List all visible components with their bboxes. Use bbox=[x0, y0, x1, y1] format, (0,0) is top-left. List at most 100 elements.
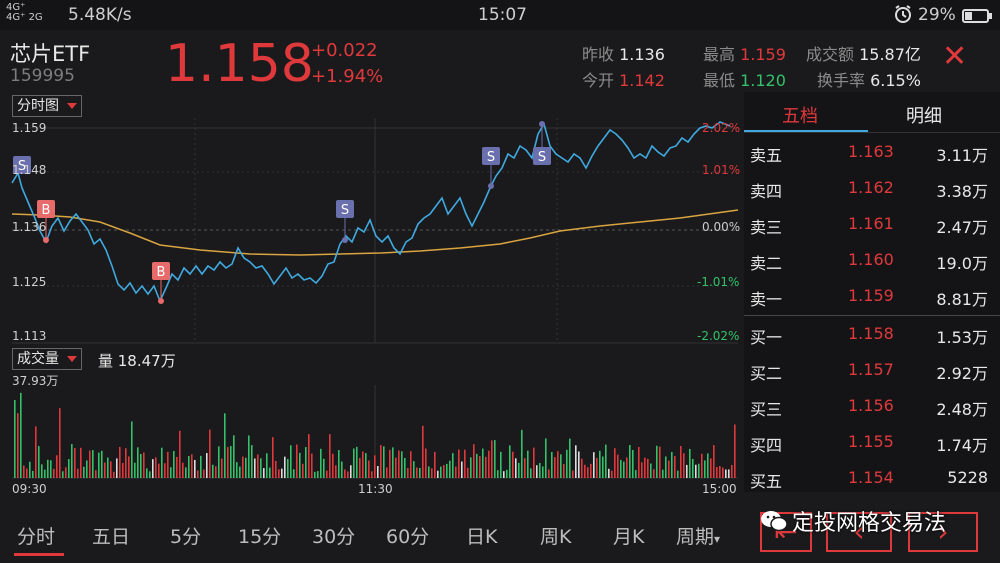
volume-bar bbox=[89, 450, 91, 478]
bid-ask-divider bbox=[744, 315, 1000, 316]
volume-bar bbox=[389, 449, 391, 478]
volume-bar bbox=[638, 446, 640, 478]
sell-marker[interactable]: S bbox=[533, 121, 551, 165]
bid-row[interactable]: 买二 1.157 2.92万 bbox=[744, 352, 1000, 388]
tab-monthly[interactable]: 月K bbox=[613, 526, 645, 548]
chevron-down-icon bbox=[67, 103, 77, 109]
level-label: 买二 bbox=[750, 364, 783, 383]
volume-bar bbox=[422, 425, 424, 478]
volume-bar bbox=[494, 440, 496, 478]
indicator-dropdown[interactable]: 成交量 bbox=[12, 348, 82, 370]
tab-30min[interactable]: 30分 bbox=[312, 526, 356, 548]
volume-bar bbox=[107, 457, 109, 478]
volume-bar bbox=[122, 462, 124, 478]
bid-row[interactable]: 买四 1.155 1.74万 bbox=[744, 424, 1000, 460]
volume-bar bbox=[83, 466, 85, 478]
volume-bar bbox=[299, 452, 301, 478]
volume-bar bbox=[539, 462, 541, 478]
volume-bar bbox=[161, 447, 163, 478]
tab-15min[interactable]: 15分 bbox=[238, 526, 282, 548]
bid-row[interactable]: 买五 1.154 5228 bbox=[744, 460, 1000, 496]
chevron-down-icon bbox=[67, 356, 77, 362]
active-tab-indicator bbox=[744, 130, 868, 132]
ask-row[interactable]: 卖一 1.159 8.81万 bbox=[744, 278, 1000, 314]
volume-bar bbox=[599, 450, 601, 478]
level-volume: 2.47万 bbox=[936, 218, 988, 237]
ask-row[interactable]: 卖四 1.162 3.38万 bbox=[744, 170, 1000, 206]
volume-bar bbox=[278, 469, 280, 478]
battery-level: 29% bbox=[918, 5, 956, 25]
close-button[interactable]: ✕ bbox=[942, 39, 968, 74]
price-line bbox=[11, 121, 731, 304]
volume-bar bbox=[428, 466, 430, 478]
level-volume: 8.81万 bbox=[936, 290, 988, 309]
volume-bar bbox=[674, 456, 676, 478]
volume-bar bbox=[626, 457, 628, 478]
volume-bar bbox=[221, 458, 223, 478]
average-price-line bbox=[11, 209, 739, 256]
volume-bar bbox=[113, 471, 115, 478]
volume-bar bbox=[569, 438, 571, 478]
tab-five-levels[interactable]: 五档 bbox=[782, 106, 818, 127]
tab-daily[interactable]: 日K bbox=[466, 526, 498, 548]
volume-bar bbox=[209, 429, 211, 478]
volume-bar bbox=[455, 466, 457, 478]
tab-five-day[interactable]: 五日 bbox=[92, 526, 131, 548]
ask-row[interactable]: 卖五 1.163 3.11万 bbox=[744, 134, 1000, 170]
bid-row[interactable]: 买三 1.156 2.48万 bbox=[744, 388, 1000, 424]
volume-bar bbox=[173, 451, 175, 478]
volume-bar bbox=[35, 426, 37, 478]
level-label: 卖五 bbox=[750, 146, 783, 165]
pan-left-button[interactable]: ‹ bbox=[826, 512, 892, 552]
volume-bar bbox=[152, 459, 154, 478]
volume-bar bbox=[707, 453, 709, 478]
volume-bar bbox=[437, 470, 439, 478]
pan-right-button[interactable]: › bbox=[908, 512, 978, 552]
volume-bar bbox=[614, 448, 616, 478]
y-axis-label: 1.136 bbox=[12, 220, 47, 234]
sell-marker[interactable]: S bbox=[13, 156, 31, 174]
tab-5min[interactable]: 5分 bbox=[170, 526, 202, 548]
volume-bar bbox=[695, 464, 697, 478]
sell-marker[interactable]: S bbox=[336, 200, 354, 243]
buy-marker[interactable]: B bbox=[152, 262, 170, 304]
intraday-price-chart[interactable]: S B B S S S bbox=[0, 118, 740, 348]
volume-bar bbox=[458, 449, 460, 478]
y-axis-label: 1.113 bbox=[12, 329, 47, 343]
tab-intraday[interactable]: 分时 bbox=[17, 526, 56, 548]
volume-bar bbox=[635, 470, 637, 478]
volume-bar bbox=[260, 458, 262, 478]
pct-axis-label: 0.00% bbox=[702, 220, 741, 234]
volume-bar bbox=[632, 449, 634, 478]
tab-period-dropdown[interactable]: 周期▾ bbox=[676, 526, 721, 548]
sell-marker[interactable]: S bbox=[482, 147, 500, 189]
volume-bar bbox=[233, 435, 235, 478]
level-price: 1.161 bbox=[848, 214, 894, 233]
buy-marker[interactable]: B bbox=[37, 200, 55, 243]
volume-bar bbox=[530, 468, 532, 478]
volume-bar bbox=[545, 438, 547, 478]
volume-chart[interactable] bbox=[0, 385, 740, 480]
tab-details[interactable]: 明细 bbox=[906, 106, 942, 127]
volume-bar bbox=[134, 462, 136, 478]
volume-bar bbox=[44, 469, 46, 478]
level-volume: 19.0万 bbox=[936, 254, 988, 273]
tab-60min[interactable]: 60分 bbox=[386, 526, 430, 548]
volume-bar bbox=[158, 463, 160, 478]
ask-row[interactable]: 卖二 1.160 19.0万 bbox=[744, 242, 1000, 278]
ask-row[interactable]: 卖三 1.161 2.47万 bbox=[744, 206, 1000, 242]
tab-weekly[interactable]: 周K bbox=[540, 526, 572, 548]
volume-bar bbox=[602, 456, 604, 478]
volume-bar bbox=[704, 460, 706, 478]
volume-max-label: 37.93万 bbox=[12, 374, 59, 388]
volume-bar bbox=[203, 469, 205, 478]
volume-bar bbox=[701, 453, 703, 478]
chart-mode-dropdown[interactable]: 分时图 bbox=[12, 95, 82, 117]
level-volume: 3.38万 bbox=[936, 182, 988, 201]
bid-row[interactable]: 买一 1.158 1.53万 bbox=[744, 316, 1000, 352]
volume-bar bbox=[179, 430, 181, 478]
active-tab-indicator bbox=[14, 553, 64, 556]
volume-bar bbox=[263, 468, 265, 478]
volume-bar bbox=[719, 465, 721, 478]
volume-bar bbox=[68, 459, 70, 478]
